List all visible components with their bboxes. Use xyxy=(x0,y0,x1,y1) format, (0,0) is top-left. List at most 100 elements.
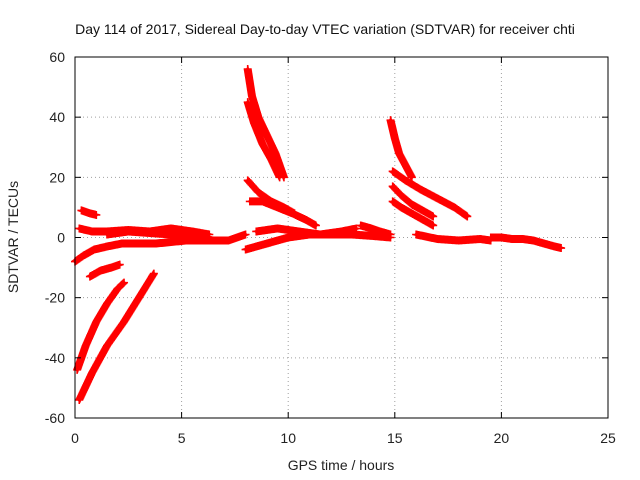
data-point xyxy=(378,229,382,233)
data-point xyxy=(246,178,250,182)
data-point xyxy=(90,371,94,375)
data-series-arc-19 xyxy=(412,230,495,245)
data-point xyxy=(77,398,81,402)
data-point xyxy=(169,240,173,244)
data-point xyxy=(256,115,260,119)
data-point xyxy=(276,205,280,209)
data-point xyxy=(92,248,96,252)
data-point xyxy=(265,133,269,137)
data-series-arc-7 xyxy=(102,227,250,245)
data-point xyxy=(278,175,282,179)
data-point xyxy=(256,190,260,194)
data-point xyxy=(414,232,418,236)
data-point xyxy=(542,242,546,246)
data-point xyxy=(118,263,122,267)
data-point xyxy=(393,136,397,140)
data-series-arc-15 xyxy=(386,116,416,182)
data-point xyxy=(286,236,290,239)
data-point xyxy=(403,163,407,167)
data-point xyxy=(120,242,124,246)
data-point xyxy=(261,142,265,146)
data-series-arc-14 xyxy=(356,221,395,239)
data-point xyxy=(248,199,252,203)
x-axis-label: GPS time / hours xyxy=(288,457,395,473)
plot-area xyxy=(71,65,566,404)
data-series-arc-1 xyxy=(73,278,129,374)
data-point xyxy=(350,232,354,236)
data-point xyxy=(559,246,563,250)
data-point xyxy=(77,226,81,230)
y-axis-label: SDTVAR / TECUs xyxy=(5,181,21,293)
data-point xyxy=(389,118,393,122)
data-point xyxy=(244,248,248,252)
data-point xyxy=(79,208,83,212)
data-point xyxy=(399,205,403,209)
data-point xyxy=(137,242,141,246)
data-point xyxy=(457,239,461,243)
data-point xyxy=(521,237,525,241)
data-point xyxy=(169,226,173,230)
data-point xyxy=(397,151,401,155)
data-point xyxy=(254,229,258,233)
series-markers xyxy=(486,233,566,253)
data-point xyxy=(105,302,109,306)
data-point xyxy=(431,214,435,218)
data-point xyxy=(90,229,94,233)
data-series-arc-8 xyxy=(243,65,288,182)
series-markers xyxy=(245,197,320,230)
data-series-arc-16 xyxy=(388,167,472,221)
data-point xyxy=(489,236,493,239)
data-point xyxy=(452,205,456,209)
data-series-arc-4 xyxy=(85,260,124,281)
data-point xyxy=(399,193,403,197)
data-point xyxy=(391,169,395,173)
data-point xyxy=(75,368,79,372)
data-point xyxy=(410,211,414,215)
data-point xyxy=(122,281,126,285)
data-point xyxy=(105,232,109,236)
data-point xyxy=(421,217,425,221)
data-series-arc-17 xyxy=(388,182,438,221)
y-tick-label: 20 xyxy=(49,169,65,185)
data-point xyxy=(510,237,514,241)
x-tick-label: 10 xyxy=(280,430,296,446)
data-series-arc-2 xyxy=(75,269,158,404)
data-point xyxy=(126,229,130,233)
data-point xyxy=(261,199,265,203)
data-point xyxy=(435,237,439,241)
x-tick-label: 5 xyxy=(178,430,186,446)
data-point xyxy=(252,121,256,125)
data-point xyxy=(82,254,86,258)
data-point xyxy=(371,234,375,238)
data-point xyxy=(246,100,250,104)
data-point xyxy=(410,202,414,206)
data-point xyxy=(94,213,98,217)
data-point xyxy=(431,223,435,227)
data-point xyxy=(246,67,250,71)
data-point xyxy=(207,232,211,236)
data-point xyxy=(403,178,407,182)
data-point xyxy=(531,239,535,243)
data-point xyxy=(340,229,343,233)
data-point xyxy=(190,236,194,239)
data-point xyxy=(88,275,92,279)
y-tick-label: -60 xyxy=(45,410,65,426)
x-tick-label: 20 xyxy=(494,430,510,446)
data-point xyxy=(122,320,126,324)
data-series-arc-5 xyxy=(77,206,101,219)
data-point xyxy=(88,211,92,215)
data-point xyxy=(190,229,194,233)
data-point xyxy=(499,236,503,239)
data-series-arc-9 xyxy=(243,98,284,182)
data-point xyxy=(410,175,414,179)
series-markers xyxy=(85,260,124,281)
data-point xyxy=(290,211,294,215)
series-markers xyxy=(412,230,495,245)
data-point xyxy=(391,199,395,203)
data-point xyxy=(273,151,277,155)
data-point xyxy=(105,344,109,348)
data-point xyxy=(148,231,152,235)
data-series-arc-11 xyxy=(245,197,320,230)
data-point xyxy=(250,94,254,98)
